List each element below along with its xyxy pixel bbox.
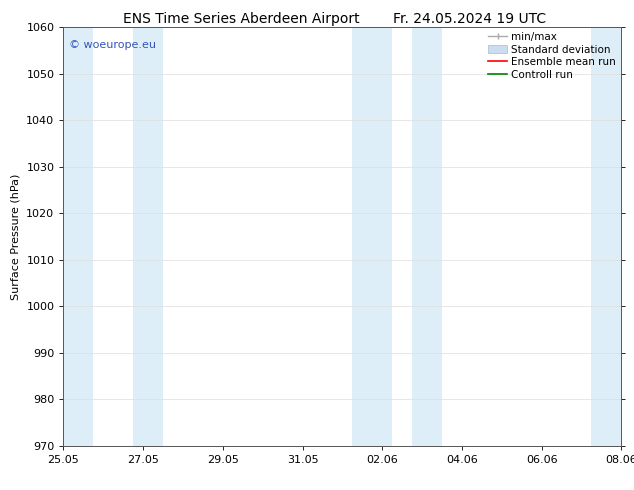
Text: © woeurope.eu: © woeurope.eu (69, 40, 156, 49)
Bar (353, 27, 392, 446)
Bar (592, 27, 621, 446)
Y-axis label: Surface Pressure (hPa): Surface Pressure (hPa) (11, 173, 21, 299)
Bar (412, 27, 442, 446)
Text: Fr. 24.05.2024 19 UTC: Fr. 24.05.2024 19 UTC (392, 12, 546, 26)
Text: ENS Time Series Aberdeen Airport: ENS Time Series Aberdeen Airport (122, 12, 359, 26)
Bar (133, 27, 163, 446)
Bar (63, 27, 93, 446)
Legend: min/max, Standard deviation, Ensemble mean run, Controll run: min/max, Standard deviation, Ensemble me… (485, 29, 619, 83)
